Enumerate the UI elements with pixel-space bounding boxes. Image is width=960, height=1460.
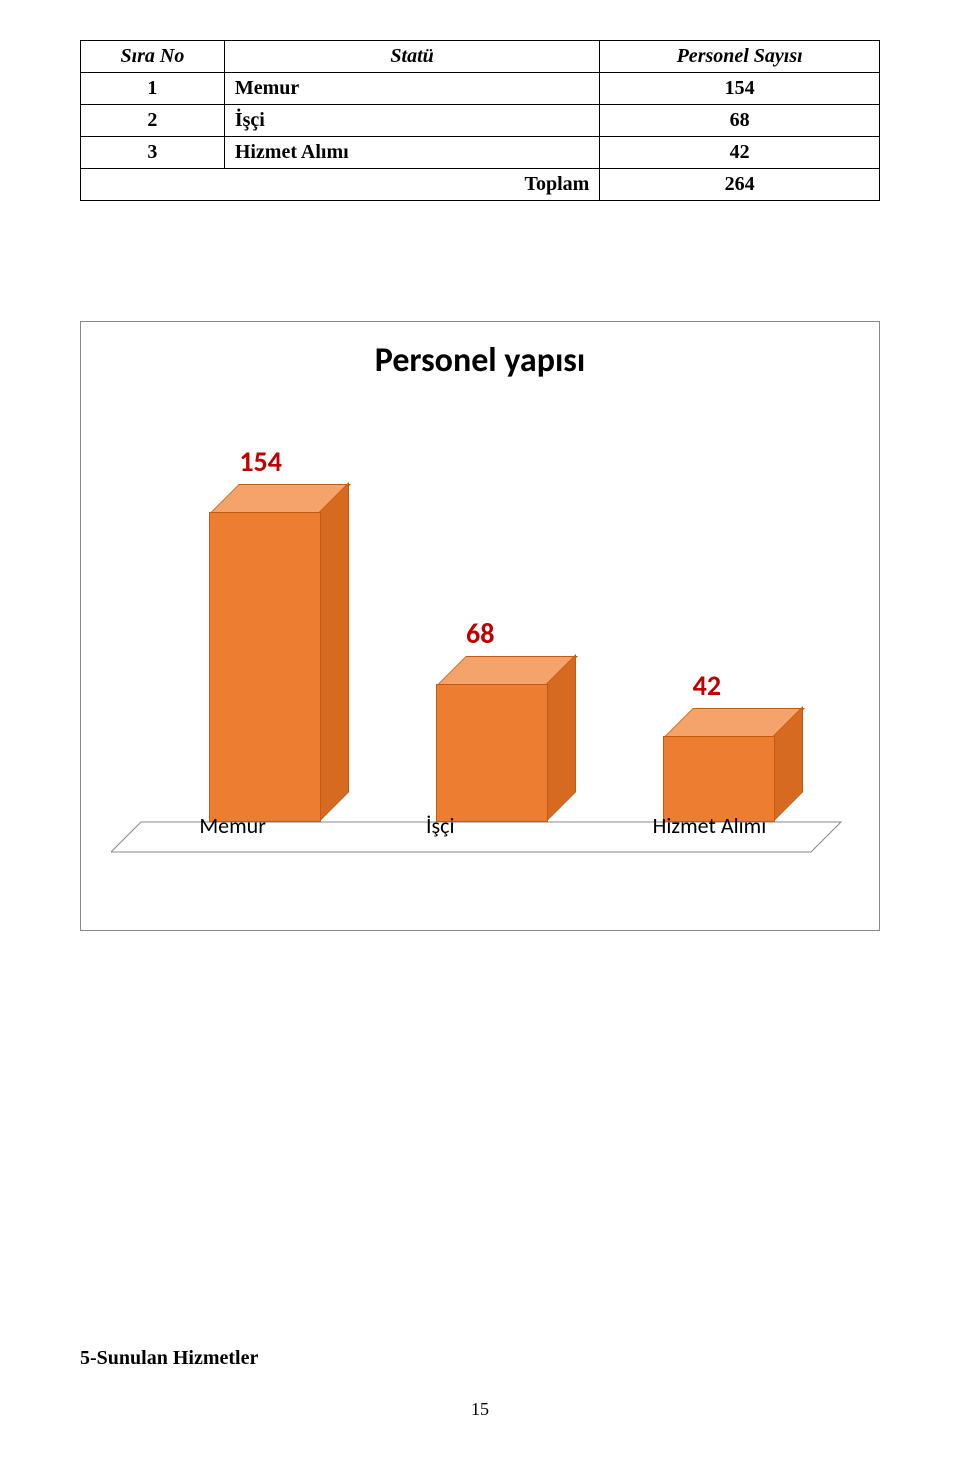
section-heading: 5-Sunulan Hizmetler [80,1347,258,1370]
table-row: 2 İşçi 68 [81,105,880,137]
chart-value-label: 68 [466,616,494,651]
personnel-chart: Personel yapısı 154 Memur 68 İşçi 42 Hizmet A… [80,321,880,931]
chart-value-label: 42 [693,668,721,703]
cell-sayi: 68 [600,105,880,137]
chart-bar [663,708,801,820]
page-number: 15 [0,1399,960,1420]
cell-statu: Hizmet Alımı [224,137,600,169]
total-value: 264 [600,169,880,201]
chart-category-label: İşçi [426,812,596,839]
chart-value-label: 154 [239,444,282,479]
table-total-row: Toplam 264 [81,169,880,201]
cell-sira: 2 [81,105,225,137]
cell-sayi: 42 [600,137,880,169]
chart-category-label: Hizmet Alımı [653,812,823,839]
chart-bar [209,484,347,820]
table-header-row: Sıra No Statü Personel Sayısı [81,41,880,73]
cell-sira: 3 [81,137,225,169]
header-sira: Sıra No [81,41,225,73]
cell-sayi: 154 [600,73,880,105]
header-sayi: Personel Sayısı [600,41,880,73]
chart-bar [436,656,574,820]
chart-category-label: Memur [199,812,369,839]
cell-statu: Memur [224,73,600,105]
table-row: 3 Hizmet Alımı 42 [81,137,880,169]
table-row: 1 Memur 154 [81,73,880,105]
chart-title: Personel yapısı [81,340,879,381]
cell-statu: İşçi [224,105,600,137]
total-label: Toplam [81,169,600,201]
chart-plot-area: 154 Memur 68 İşçi 42 Hizmet Alımı [111,402,851,862]
cell-sira: 1 [81,73,225,105]
header-statu: Statü [224,41,600,73]
personnel-table: Sıra No Statü Personel Sayısı 1 Memur 15… [80,40,880,201]
